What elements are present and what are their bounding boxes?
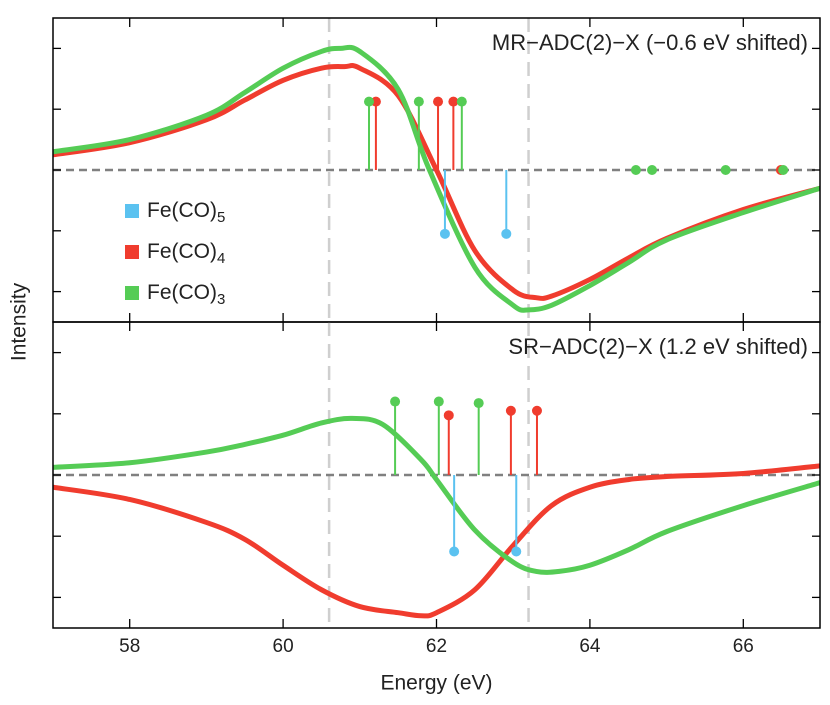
stick-head: [647, 165, 658, 175]
stick-head: [390, 396, 401, 407]
stick-head: [630, 165, 641, 175]
legend-swatch: [125, 286, 139, 300]
panel-title: MR−ADC(2)−X (−0.6 eV shifted): [492, 30, 808, 55]
legend-label: Fe(CO)4: [147, 240, 225, 267]
x-tick-label: 66: [733, 636, 754, 657]
legend-label: Fe(CO)3: [147, 281, 225, 308]
curves: [53, 415, 820, 619]
stick-head: [505, 405, 516, 416]
stick-head: [778, 165, 789, 175]
stick-head: [531, 405, 542, 416]
panel: MR−ADC(2)−X (−0.6 eV shifted) Intensity Fe…: [8, 17, 821, 361]
stick-head: [501, 228, 512, 239]
x-axis-label: Energy (eV): [380, 672, 492, 695]
legend-label: Fe(CO)5: [147, 199, 225, 226]
stick-head: [433, 96, 444, 107]
y-axis-label: Intensity: [8, 282, 31, 361]
stick-head: [364, 96, 375, 107]
stick-head: [511, 546, 522, 557]
curve: [53, 44, 820, 313]
legend-swatch: [125, 245, 139, 259]
x-tick-label: 62: [426, 636, 447, 657]
stick-head: [443, 410, 454, 421]
curve: [53, 415, 820, 575]
stick-head: [413, 96, 424, 107]
legend-swatch: [125, 204, 139, 218]
x-tick-label: 58: [119, 636, 140, 657]
stick-head: [370, 96, 381, 107]
stick-head: [456, 96, 467, 107]
panel: 58 60 62 64 66 SR−ADC(2)−X (1.2 eV shifted) En…: [52, 321, 821, 695]
curve: [53, 63, 820, 301]
stick-head: [433, 396, 444, 407]
x-tick-label: 60: [273, 636, 294, 657]
stick-head: [439, 228, 450, 239]
curves: [53, 44, 820, 313]
panel-title: SR−ADC(2)−X (1.2 eV shifted): [508, 334, 808, 359]
stick-head: [448, 96, 459, 107]
curve: [53, 463, 820, 619]
stick-head: [473, 398, 484, 409]
stick-head: [449, 546, 460, 557]
x-tick-label: 64: [579, 636, 601, 657]
stick-head: [720, 165, 731, 175]
